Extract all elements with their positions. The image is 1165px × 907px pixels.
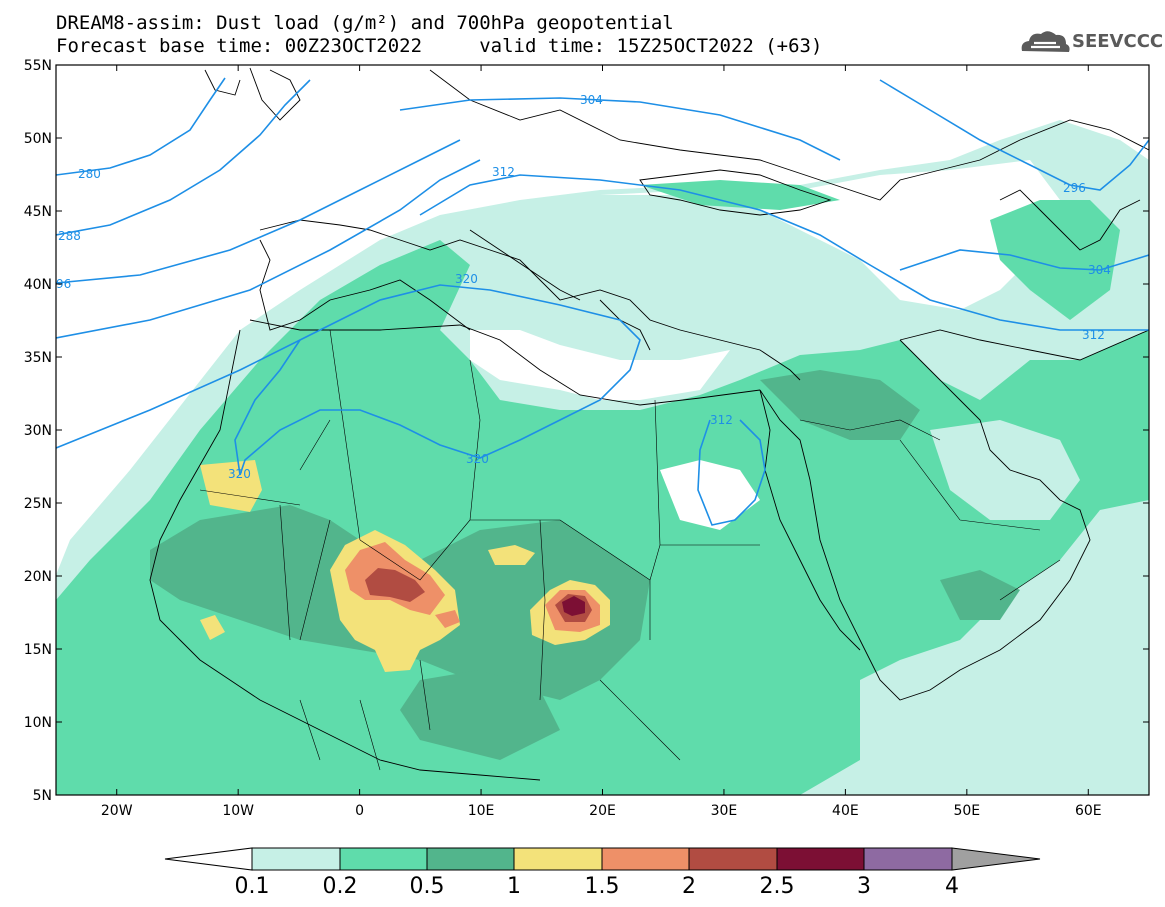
contour-label-312: 312	[492, 165, 515, 179]
contour-296-east	[879, 79, 1149, 191]
dust-level-0.5-sahel	[400, 670, 560, 760]
dust-level-0.5-arabia	[940, 570, 1020, 620]
contour-label-312-east: 312	[1082, 328, 1105, 342]
dust-level-1-spot	[200, 615, 225, 640]
lon-tick-label: 10E	[468, 803, 495, 819]
contour-label-320-west: 320	[228, 467, 251, 481]
contour-label-304: 304	[580, 93, 603, 107]
colorbar-label: 4	[945, 874, 959, 899]
contour-312	[419, 174, 1149, 331]
lon-tick-label: 20W	[101, 803, 133, 819]
contour-320-inner	[234, 339, 301, 476]
colorbar-low-arrow	[164, 847, 253, 871]
lat-tick-label: 45N	[24, 204, 52, 220]
colorbar-label: 1	[507, 874, 521, 899]
colorbar-box-0.5	[426, 847, 515, 871]
colorbar-label: 0.2	[323, 874, 358, 899]
contour-label-312-egypt: 312	[710, 413, 733, 427]
colorbar-label: 1.5	[585, 874, 620, 899]
dust-level-0.2-caspian	[990, 200, 1120, 320]
clear-area-egypt	[660, 460, 760, 530]
contour-320	[56, 284, 641, 476]
colorbar-box-0.2	[339, 847, 428, 871]
colorbar	[164, 847, 1041, 871]
lon-tick-label: 30E	[711, 803, 738, 819]
lon-tick-label: 50E	[953, 803, 980, 819]
colorbar-label: 2.5	[760, 874, 795, 899]
colorbar-box-1.5	[601, 847, 690, 871]
dust-level-2.5-chad	[562, 596, 585, 616]
colorbar-label: 0.1	[235, 874, 270, 899]
dust-level-1.5-spot	[435, 610, 460, 628]
dust-level-2-mali	[365, 568, 425, 602]
map-title: DREAM8-assim: Dust load (g/m²) and 700hP…	[56, 12, 674, 34]
colorbar-box-2	[688, 847, 778, 871]
map-area: 280 288 96 304 312 320 320 320 312 296 3…	[56, 65, 1149, 795]
lat-tick-label: 20N	[24, 569, 52, 585]
lat-tick-label: 30N	[24, 423, 52, 439]
colorbar-label: 3	[857, 874, 871, 899]
clear-area-europe	[440, 160, 1060, 310]
colorbar-box-2.5	[776, 847, 865, 871]
colorbar-label: 0.5	[410, 874, 445, 899]
lat-tick-label: 40N	[24, 277, 52, 293]
cloud-logo-icon	[1021, 31, 1070, 52]
dust-level-1-western-sahara	[200, 460, 262, 512]
geopotential-contours	[56, 77, 1149, 526]
lat-tick-label: 55N	[24, 58, 52, 74]
contour-280	[56, 77, 226, 176]
contour-label-288: 288	[58, 229, 81, 243]
lat-tick-label: 25N	[24, 496, 52, 512]
logo-text: SEEVCCC	[1072, 31, 1164, 52]
clear-area-med	[470, 330, 730, 400]
contour-label-296: 96	[56, 277, 71, 291]
dust-level-0.5-levant	[760, 370, 920, 440]
lat-tick-label: 15N	[24, 642, 52, 658]
contour-288	[56, 79, 311, 236]
lat-tick-label: 5N	[33, 788, 52, 804]
colorbar-label: 2	[682, 874, 696, 899]
colorbar-labels: 0.1 0.2 0.5 1 1.5 2 2.5 3 4	[235, 874, 960, 899]
dust-level-1-niger	[488, 545, 535, 565]
contour-296	[56, 139, 461, 284]
contour-304-east	[899, 249, 1149, 271]
colorbar-box-1	[513, 847, 603, 871]
lon-tick-label: 20E	[589, 803, 616, 819]
coastlines	[149, 67, 1149, 781]
longitude-axis: 20W 10W 0 10E 20E 30E 40E 50E 60E	[101, 65, 1102, 819]
latitude-axis: 55N 50N 45N 40N 35N 30N 25N 20N 15N 10N 5N	[24, 58, 1149, 804]
clear-area-arabia	[930, 420, 1080, 520]
colorbar-high-arrow	[951, 847, 1041, 871]
colorbar-box-0.1	[251, 847, 341, 871]
contour-label-296-east: 296	[1063, 181, 1086, 195]
contour-304	[56, 159, 481, 339]
lon-tick-label: 0	[355, 803, 364, 819]
contour-312-egypt	[697, 419, 766, 526]
lat-tick-label: 50N	[24, 131, 52, 147]
lat-tick-label: 10N	[24, 715, 52, 731]
contour-label-304-east: 304	[1088, 263, 1111, 277]
lon-tick-label: 40E	[832, 803, 859, 819]
contour-label-320-south: 320	[466, 452, 489, 466]
map-subtitle-times: Forecast base time: 00Z23OCT2022 valid t…	[56, 35, 823, 57]
lon-tick-label: 60E	[1075, 803, 1102, 819]
contour-labels: 280 288 96 304 312 320 320 320 312 296 3…	[56, 93, 1111, 481]
contour-label-280: 280	[78, 167, 101, 181]
contour-label-320-north: 320	[455, 272, 478, 286]
dust-level-0.2-black-sea	[640, 180, 840, 210]
colorbar-box-3	[863, 847, 953, 871]
lat-tick-label: 35N	[24, 350, 52, 366]
borders	[199, 329, 1061, 771]
dust-level-0.2	[56, 240, 1149, 795]
lon-tick-label: 10W	[222, 803, 254, 819]
contour-304-north	[399, 97, 841, 161]
